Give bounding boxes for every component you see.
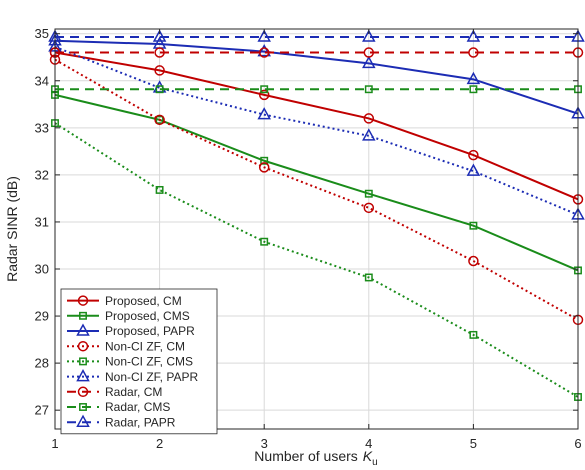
data-point [260, 237, 269, 246]
data-point [257, 29, 271, 42]
data-point [364, 273, 373, 282]
y-tick-label: 32 [35, 167, 49, 182]
x-axis-title-subscript: u [372, 457, 378, 468]
y-tick-label: 29 [35, 309, 49, 324]
legend-marker [77, 295, 89, 306]
data-point [260, 85, 269, 94]
x-axis-title-symbol: K [363, 448, 373, 464]
y-tick-label: 31 [35, 214, 49, 229]
data-point [363, 202, 375, 214]
legend-item: Non-CI ZF, CM [67, 339, 185, 353]
y-axis-title: Radar SINR (dB) [4, 176, 20, 282]
data-point [257, 44, 271, 57]
data-point [468, 255, 479, 267]
series-line [54, 51, 579, 201]
data-point [364, 189, 373, 198]
series-line [54, 45, 579, 216]
y-tick-label: 27 [35, 403, 49, 418]
x-axis-title-text: Number of users [254, 448, 357, 464]
data-point [469, 85, 478, 94]
y-tick-label: 34 [35, 73, 49, 88]
data-point [469, 221, 478, 230]
series-line [54, 93, 579, 272]
series-line [54, 39, 579, 115]
data-point [362, 55, 376, 69]
legend-item: Proposed, CMS [67, 309, 190, 323]
data-point [362, 29, 376, 42]
legend-label: Proposed, CMS [105, 309, 190, 323]
data-point [258, 162, 270, 173]
legend-marker [79, 311, 87, 320]
y-tick-label: 35 [35, 26, 49, 41]
legend-label: Radar, PAPR [105, 415, 176, 429]
data-point [155, 85, 164, 94]
x-tick-label: 6 [574, 436, 581, 451]
data-point [363, 113, 375, 124]
legend-item: Radar, CM [67, 385, 162, 399]
legend-marker [77, 340, 89, 352]
legend-marker [77, 386, 89, 398]
y-tick-label: 30 [35, 262, 49, 277]
data-point [154, 65, 165, 76]
legend-marker [79, 403, 87, 411]
series-6 [49, 47, 584, 58]
legend-label: Radar, CM [105, 385, 162, 399]
data-point [468, 149, 479, 161]
legend-item: Proposed, CM [67, 294, 182, 308]
legend-marker [76, 323, 90, 336]
data-point [154, 114, 165, 126]
data-point [155, 115, 164, 124]
data-point [466, 29, 481, 42]
y-tick-label: 33 [35, 120, 49, 135]
legend-item: Radar, PAPR [67, 414, 176, 429]
series-5 [48, 39, 585, 220]
legend-item: Non-CI ZF, CMS [67, 355, 193, 369]
series-2 [48, 33, 585, 119]
data-point [466, 71, 481, 85]
legend-label: Proposed, CM [105, 294, 182, 308]
data-point [466, 163, 481, 176]
data-point [469, 330, 478, 339]
plot-frame [54, 28, 579, 430]
data-point [258, 89, 270, 101]
legend-label: Proposed, PAPR [105, 324, 195, 338]
data-point [363, 47, 375, 58]
legend-item: Non-CI ZF, PAPR [67, 369, 198, 384]
legend-label: Radar, CMS [105, 400, 170, 414]
x-tick-label: 2 [156, 436, 163, 451]
y-tick-label: 28 [35, 356, 49, 371]
legend-marker [76, 369, 90, 382]
legend-label: Non-CI ZF, CMS [105, 355, 193, 369]
data-point [260, 156, 269, 165]
data-point [257, 107, 271, 120]
data-point [154, 47, 165, 58]
x-tick-label: 5 [470, 436, 477, 451]
data-point [155, 185, 164, 194]
legend-marker [76, 414, 90, 427]
legend-label: Non-CI ZF, CM [105, 339, 185, 353]
data-point [362, 128, 376, 141]
x-tick-label: 1 [51, 436, 58, 451]
data-point [152, 29, 167, 42]
series-line [54, 122, 579, 398]
data-point [258, 47, 270, 58]
series-layer [48, 29, 585, 401]
x-axis-title: Number of users Ku [254, 448, 377, 468]
legend-label: Non-CI ZF, PAPR [105, 370, 198, 384]
series-line [54, 58, 579, 321]
legend-item: Radar, CMS [67, 400, 170, 414]
x-tick-label: 3 [261, 436, 268, 451]
legend-item: Proposed, PAPR [67, 323, 195, 338]
legend-marker [79, 357, 87, 366]
x-tick-label: 4 [365, 436, 372, 451]
data-point [364, 85, 373, 94]
data-point [468, 47, 479, 58]
